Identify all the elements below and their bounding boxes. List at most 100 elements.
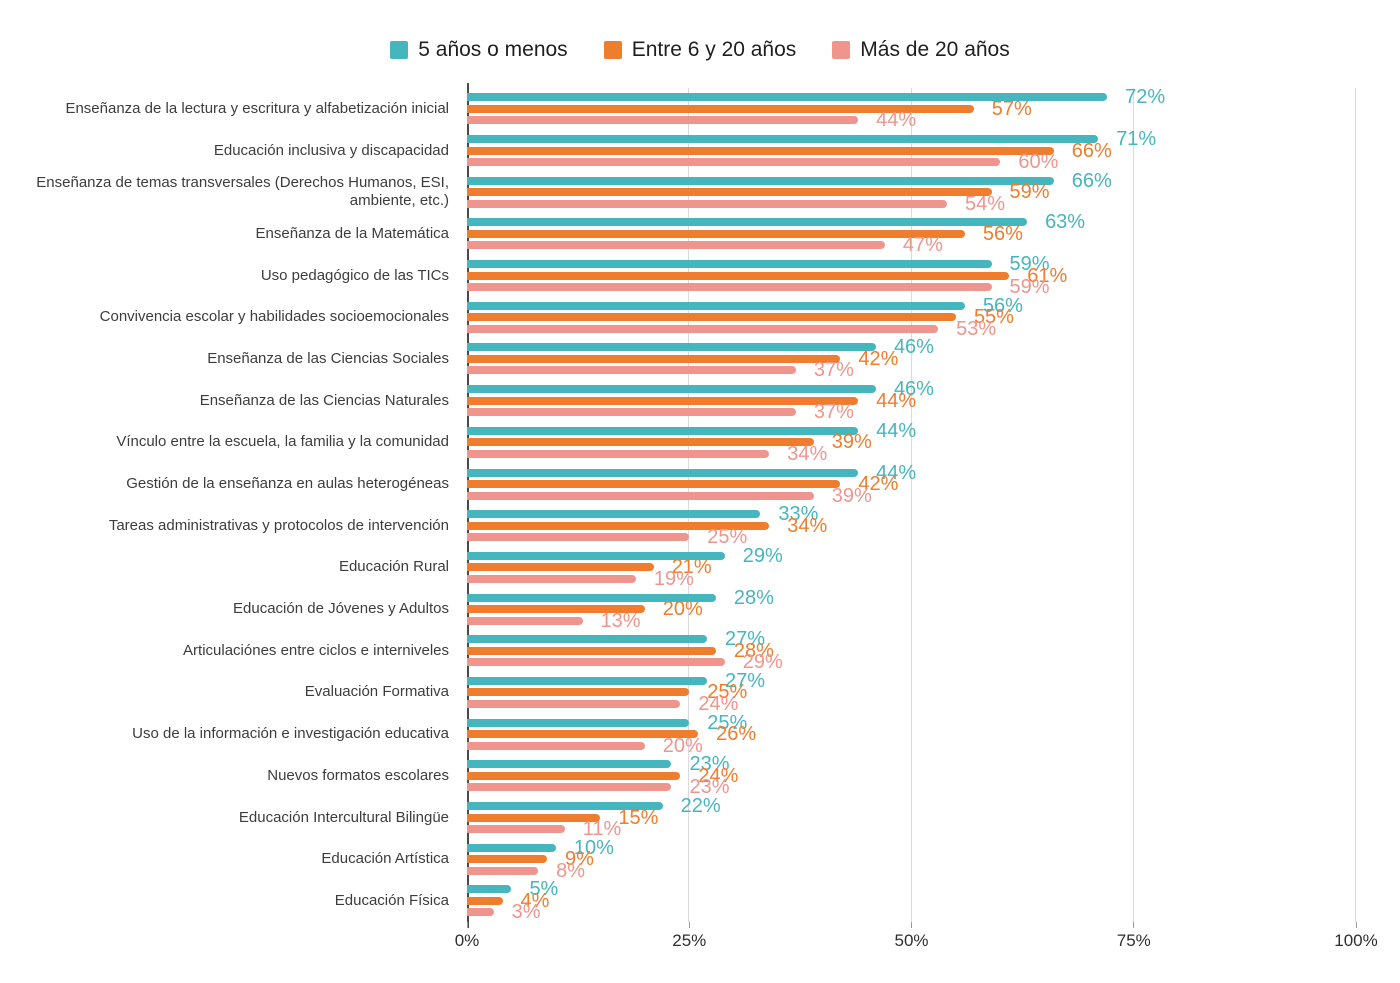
bar-row: 3% [467, 902, 1356, 922]
bar-value-label: 42% [858, 347, 899, 370]
x-tick-label: 100% [1334, 931, 1378, 950]
bar-group: Uso de la información e investigación ed… [0, 713, 1400, 757]
bar-row: 59% [467, 182, 1356, 202]
category-label: Enseñanza de las Ciencias Sociales [207, 349, 449, 367]
bar-value-label: 22% [680, 795, 721, 818]
bar-group: Enseñanza de la lectura y escritura y al… [0, 87, 1400, 132]
bar [467, 825, 565, 834]
gridline [1355, 88, 1356, 922]
bar [467, 260, 992, 269]
bar-group: Educación de Jóvenes y Adultos 28% 20% 13% [0, 586, 1400, 631]
bar-group: Educación inclusiva y discapacidad 71% 66%… [0, 128, 1400, 174]
bar-value-label: 20% [662, 598, 703, 621]
x-axis: 0% 25% 50% 75% 100% [455, 931, 1378, 955]
bar-row: 4% [467, 891, 1356, 911]
bar-row: 25% [467, 682, 1356, 702]
bar-value-label: 71% [1116, 128, 1157, 151]
bar-row: 66% [467, 141, 1356, 161]
chart-legend: 5 años o menos Entre 6 y 20 años Más de 20… [0, 38, 1400, 62]
bar [467, 843, 556, 852]
bar-row: 72% [467, 87, 1356, 107]
bar-row: 19% [467, 569, 1356, 589]
bar-row: 54% [467, 194, 1356, 214]
bar-row: 9% [467, 849, 1356, 869]
x-tick-label: 25% [672, 931, 707, 950]
bar [467, 783, 672, 792]
bar [467, 605, 645, 614]
bar-row: 20% [467, 598, 1356, 621]
bar-row: 47% [467, 235, 1356, 255]
bar [467, 176, 1054, 185]
legend-label: Más de 20 años [860, 38, 1010, 61]
bar-value-label: 44% [876, 389, 917, 412]
category-label: Uso de la información e investigación ed… [132, 725, 449, 743]
bar-group-bars: 10% 9% 8% [467, 838, 1356, 881]
bar-row: 55% [467, 307, 1356, 327]
bar-value-label: 20% [662, 734, 703, 757]
bar-row: 34% [467, 444, 1356, 464]
gridline [910, 88, 912, 922]
bar-value-label: 44% [876, 419, 917, 442]
bar-row: 25% [467, 527, 1356, 547]
bar-group-bars: 27% 28% 29% [467, 629, 1356, 672]
bar-value-label: 34% [787, 514, 828, 537]
bar-group-bars: 66% 59% 54% [467, 171, 1356, 214]
bar-group: Tareas administrativas y protocolos de i… [0, 504, 1400, 547]
bar-group: Nuevos formatos escolares 23% 24% 23% [0, 754, 1400, 797]
bar [467, 188, 992, 197]
bar [467, 491, 814, 500]
category-label: Enseñanza de las Ciencias Naturales [199, 391, 449, 409]
bar-value-label: 60% [1018, 151, 1059, 174]
bar-value-label: 46% [893, 336, 934, 359]
bar-group-bars: 23% 24% 23% [467, 754, 1356, 797]
bar-row: 23% [467, 777, 1356, 797]
bar-row: 34% [467, 514, 1356, 537]
bar-group: Vínculo entre la escuela, la familia y l… [0, 419, 1400, 464]
bar-group: Enseñanza de las Ciencias Sociales 46% 42%… [0, 336, 1400, 380]
bar-row: 24% [467, 766, 1356, 786]
category-label: Vínculo entre la escuela, la familia y l… [116, 433, 449, 451]
bar-row: 44% [467, 109, 1356, 132]
category-label: Evaluación Formativa [304, 683, 449, 701]
bar-group: Convivencia escolar y habilidades socioe… [0, 296, 1400, 339]
bar-row: 37% [467, 401, 1356, 424]
bar-group: Educación Rural 29% 21% 19% [0, 546, 1400, 589]
bar-row: 23% [467, 754, 1356, 774]
bar-row: 20% [467, 734, 1356, 757]
category-label: Educación Rural [338, 558, 449, 576]
bar-row: 59% [467, 254, 1356, 274]
bar [467, 699, 681, 708]
category-label: Enseñanza de temas transversales (Derech… [36, 174, 449, 210]
bar-group: Educación Física 5% 4% 3% [0, 879, 1400, 922]
bar [467, 908, 494, 917]
bar-row: 44% [467, 389, 1356, 412]
bar [467, 449, 770, 458]
bar-value-label: 28% [733, 586, 774, 609]
bar-value-label: 37% [813, 401, 854, 424]
bar-value-label: 44% [876, 109, 917, 132]
x-tick-mark [688, 922, 690, 928]
legend-item-1: Entre 6 y 20 años [603, 38, 796, 62]
legend-item-0: 5 años o menos [390, 38, 568, 62]
bar-group-bars: 59% 61% 59% [467, 254, 1356, 297]
bar-group-bars: 72% 57% 44% [467, 87, 1356, 132]
bar-group-bars: 29% 21% 19% [467, 546, 1356, 589]
bar-group: Gestión de la enseñanza en aulas heterog… [0, 463, 1400, 507]
legend-swatch-icon [603, 41, 622, 59]
bar [467, 354, 841, 363]
category-label: Educación de Jóvenes y Adultos [233, 600, 449, 618]
bar-group-bars: 63% 56% 47% [467, 212, 1356, 255]
bar [467, 271, 1010, 280]
bar [467, 229, 965, 238]
bar [467, 802, 663, 811]
bar-value-label: 39% [831, 484, 872, 507]
bar-group: Articulaciónes entre ciclos e internivel… [0, 629, 1400, 672]
bar [467, 885, 512, 894]
bar [467, 866, 539, 875]
x-tick-label: 50% [894, 931, 929, 950]
bar [467, 116, 859, 125]
x-tick-mark [466, 922, 468, 928]
bar-row: 22% [467, 795, 1356, 818]
bar-value-label: 24% [698, 692, 739, 715]
